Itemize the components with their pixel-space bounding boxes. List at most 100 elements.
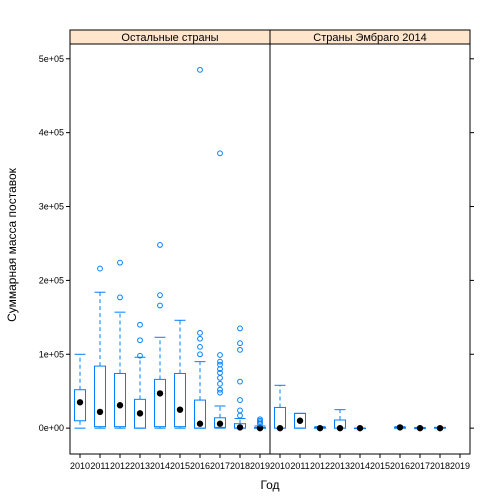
x-tick-label: 2014 bbox=[350, 461, 370, 471]
outlier-point bbox=[197, 335, 203, 342]
outlier-point bbox=[137, 321, 143, 328]
outlier-point bbox=[217, 389, 223, 396]
x-tick-label: 2011 bbox=[290, 461, 309, 471]
box-2012 bbox=[314, 424, 326, 432]
median-point bbox=[196, 420, 204, 427]
median-point bbox=[416, 424, 424, 432]
outlier-point bbox=[217, 375, 223, 381]
median-point bbox=[156, 390, 164, 397]
outlier-point bbox=[137, 352, 143, 359]
box-2018 bbox=[234, 325, 246, 431]
panel-strip-label: Страны Эмбраго 2014 bbox=[313, 32, 426, 44]
box-2018 bbox=[434, 424, 446, 432]
outlier-point bbox=[117, 259, 123, 266]
x-axis-label: Год bbox=[260, 478, 279, 492]
x-tick-label: 2018 bbox=[430, 461, 450, 471]
box-rect bbox=[94, 365, 106, 428]
outlier-point bbox=[237, 378, 243, 385]
x-tick-label: 2013 bbox=[330, 461, 350, 471]
box-2016 bbox=[194, 66, 206, 429]
box-rect bbox=[214, 417, 226, 428]
median-point bbox=[96, 408, 104, 416]
box-rect bbox=[74, 389, 86, 422]
box-2014 bbox=[154, 242, 166, 429]
y-axis: 0e+00 1e+05 2e+05 3e+05 4e+05 5e+05 bbox=[39, 54, 474, 433]
box-rect bbox=[194, 399, 206, 429]
panel-strip-label: Остальные страны bbox=[121, 32, 218, 44]
x-tick-label: 2012 bbox=[310, 461, 330, 471]
x-tick-label: 2018 bbox=[230, 461, 250, 471]
y-axis-label: Суммарная масса поставок bbox=[5, 167, 19, 322]
x-tick-label: 2017 bbox=[210, 461, 230, 471]
y-tick-label: 4e+05 bbox=[39, 128, 64, 138]
median-point bbox=[176, 406, 184, 413]
median-point bbox=[116, 402, 124, 409]
box-2017 bbox=[214, 150, 226, 429]
median-point bbox=[136, 410, 144, 417]
outlier-point bbox=[237, 397, 243, 403]
outlier-point bbox=[217, 358, 223, 365]
y-tick-label: 5e+05 bbox=[39, 54, 64, 64]
x-tick-label: 2019 bbox=[450, 461, 470, 471]
x-tick-label: 2012 bbox=[110, 461, 130, 471]
panel-frame bbox=[69, 43, 271, 455]
box-2012 bbox=[114, 259, 126, 429]
box-2015 bbox=[174, 319, 186, 429]
outlier-point bbox=[97, 265, 103, 272]
x-tick-label: 2016 bbox=[390, 461, 410, 471]
median-point bbox=[236, 424, 244, 431]
outlier-point bbox=[157, 292, 163, 299]
box-rect bbox=[154, 378, 166, 428]
outlier-point bbox=[117, 294, 123, 301]
outlier-point bbox=[197, 351, 203, 358]
box-rect bbox=[114, 372, 126, 428]
median-point bbox=[356, 424, 364, 432]
box-2010 bbox=[274, 384, 286, 432]
x-tick-label: 2016 bbox=[190, 461, 210, 471]
outlier-point bbox=[257, 416, 263, 423]
outlier-point bbox=[197, 329, 203, 336]
y-tick-label: 1e+05 bbox=[39, 349, 64, 359]
outlier-point bbox=[237, 346, 243, 353]
outlier-point bbox=[237, 340, 243, 347]
outlier-point bbox=[217, 386, 223, 393]
outlier-point bbox=[217, 361, 223, 368]
box-2019 bbox=[254, 416, 266, 432]
outlier-point bbox=[157, 302, 163, 309]
outlier-point bbox=[217, 380, 223, 387]
x-tick-label: 2011 bbox=[90, 461, 109, 471]
outlier-point bbox=[217, 369, 223, 376]
box-2013 bbox=[334, 409, 346, 432]
box-2011 bbox=[94, 265, 106, 429]
box-2014 bbox=[354, 424, 366, 432]
box-2016 bbox=[394, 424, 406, 431]
outlier-point bbox=[217, 150, 223, 157]
outlier-point bbox=[217, 352, 223, 358]
box-2011 bbox=[294, 412, 306, 429]
x-tick-label: 2015 bbox=[370, 461, 390, 471]
outlier-point bbox=[197, 66, 203, 73]
x-tick-label: 2015 bbox=[170, 461, 190, 471]
median-point bbox=[436, 424, 444, 432]
x-tick-label: 2017 bbox=[410, 461, 430, 471]
median-point bbox=[276, 424, 284, 432]
x-tick-label: 2013 bbox=[130, 461, 150, 471]
outlier-point bbox=[197, 343, 203, 350]
median-point bbox=[296, 417, 304, 424]
x-tick-label: 2019 bbox=[250, 461, 270, 471]
box-rect bbox=[294, 412, 306, 429]
median-point bbox=[256, 424, 264, 432]
x-tick-label: 2010 bbox=[270, 461, 290, 471]
box-rect bbox=[134, 398, 146, 429]
x-tick-label: 2014 bbox=[150, 461, 170, 471]
box-2017 bbox=[414, 424, 426, 432]
outlier-point bbox=[157, 242, 163, 248]
panel-frame bbox=[269, 43, 471, 455]
outlier-point bbox=[137, 337, 143, 344]
x-tick-label: 2010 bbox=[70, 461, 90, 471]
panel-1: Остальные страны 2010 2011 2012 2013 2014 2015… bbox=[69, 29, 271, 471]
median-point bbox=[396, 424, 404, 431]
